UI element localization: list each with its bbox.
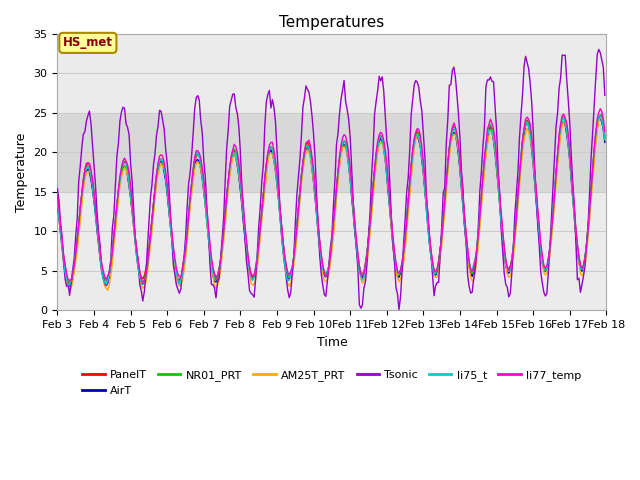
AirT [237, 188, 244, 193]
Tsonic [293, 192, 301, 198]
NR01_PRT [218, 245, 226, 251]
NR01_PRT [237, 180, 244, 186]
NR01_PRT [294, 205, 302, 211]
Line: li75_t: li75_t [58, 116, 605, 285]
li75_t [294, 207, 302, 213]
li77_temp [294, 207, 302, 213]
Bar [58, 192, 606, 271]
Tsonic [601, 93, 609, 98]
li75_t [601, 136, 609, 142]
li75_t [122, 161, 130, 167]
Legend: PanelT, AirT, NR01_PRT, AM25T_PRT, Tsonic, li75_t, li77_temp: PanelT, AirT, NR01_PRT, AM25T_PRT, Tsoni… [78, 366, 586, 400]
AM25T_PRT [54, 198, 61, 204]
PanelT [572, 228, 580, 234]
Title: Temperatures: Temperatures [279, 15, 385, 30]
AirT [596, 115, 604, 121]
NR01_PRT [601, 133, 609, 139]
AirT [218, 243, 226, 249]
AirT [54, 201, 61, 207]
Text: HS_met: HS_met [63, 36, 113, 49]
Bar [58, 113, 606, 192]
AirT [66, 283, 74, 289]
Line: li77_temp: li77_temp [58, 108, 605, 282]
Tsonic [595, 47, 603, 52]
Tsonic [217, 256, 225, 262]
li77_temp [237, 173, 244, 179]
li77_temp [218, 243, 226, 249]
li77_temp [601, 129, 609, 135]
NR01_PRT [121, 163, 129, 169]
Y-axis label: Temperature: Temperature [15, 132, 28, 212]
PanelT [598, 112, 605, 118]
AM25T_PRT [596, 116, 604, 121]
li77_temp [139, 279, 147, 285]
Tsonic [395, 307, 403, 312]
li77_temp [572, 226, 580, 232]
NR01_PRT [246, 269, 253, 275]
AM25T_PRT [294, 217, 302, 223]
li75_t [218, 245, 226, 251]
AirT [246, 269, 253, 275]
Tsonic [235, 124, 243, 130]
NR01_PRT [54, 193, 61, 199]
PanelT [122, 160, 130, 166]
Tsonic [121, 106, 129, 111]
Tsonic [244, 272, 252, 277]
Bar [58, 34, 606, 113]
AM25T_PRT [601, 137, 609, 143]
li77_temp [596, 106, 604, 111]
PanelT [601, 134, 609, 140]
li75_t [572, 228, 580, 233]
li75_t [54, 199, 61, 204]
AM25T_PRT [237, 183, 244, 189]
Line: NR01_PRT: NR01_PRT [58, 115, 605, 284]
AM25T_PRT [104, 288, 111, 293]
li75_t [246, 269, 253, 275]
li75_t [64, 282, 72, 288]
AirT [122, 165, 130, 171]
AM25T_PRT [218, 253, 226, 259]
AM25T_PRT [246, 272, 253, 278]
PanelT [218, 244, 226, 250]
AM25T_PRT [122, 167, 130, 172]
PanelT [237, 180, 244, 186]
li77_temp [246, 264, 253, 270]
Bar [58, 271, 606, 311]
Tsonic [54, 186, 61, 192]
PanelT [294, 206, 302, 212]
X-axis label: Time: Time [317, 336, 348, 349]
AirT [294, 207, 302, 213]
AirT [572, 233, 580, 239]
NR01_PRT [139, 281, 147, 287]
Tsonic [572, 240, 580, 245]
PanelT [54, 197, 61, 203]
Line: AM25T_PRT: AM25T_PRT [58, 119, 605, 290]
PanelT [246, 264, 253, 270]
AM25T_PRT [572, 230, 580, 236]
Line: AirT: AirT [58, 118, 605, 286]
PanelT [102, 282, 110, 288]
NR01_PRT [596, 112, 604, 118]
Line: PanelT: PanelT [58, 115, 605, 285]
li75_t [596, 113, 604, 119]
li77_temp [121, 155, 129, 161]
Line: Tsonic: Tsonic [58, 49, 605, 310]
li75_t [237, 182, 244, 188]
AirT [601, 140, 609, 145]
li77_temp [54, 194, 61, 200]
NR01_PRT [572, 228, 580, 234]
